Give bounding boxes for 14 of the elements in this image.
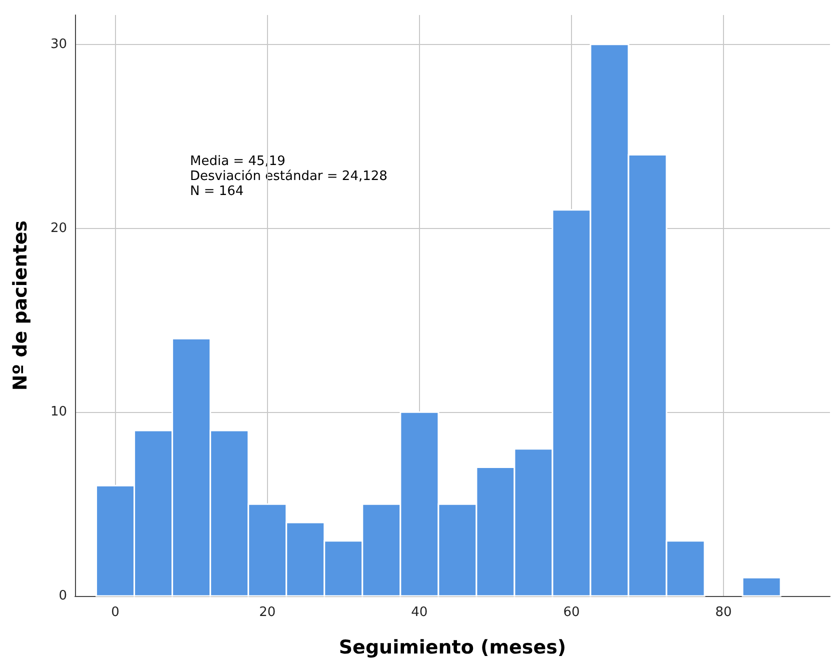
y-tick-label: 0 [58,588,67,604]
x-tick-label: 80 [715,605,732,620]
y-tick-label: 10 [50,404,67,420]
annotation: Desviación estándar = 24,128 [190,169,388,184]
x-axis-title: Seguimiento (meses) [338,636,566,658]
x-tick-label: 20 [259,605,276,620]
x-tick-label: 60 [563,605,580,620]
y-axis-title: Nº de pacientes [10,220,32,391]
y-tick-label: 20 [50,220,67,236]
x-tick-label: 40 [411,605,428,620]
annotation: Media = 45,19 [190,154,286,169]
annotation: N = 164 [190,184,244,199]
y-tick-label: 30 [50,36,67,52]
x-tick-label: 0 [111,605,120,620]
